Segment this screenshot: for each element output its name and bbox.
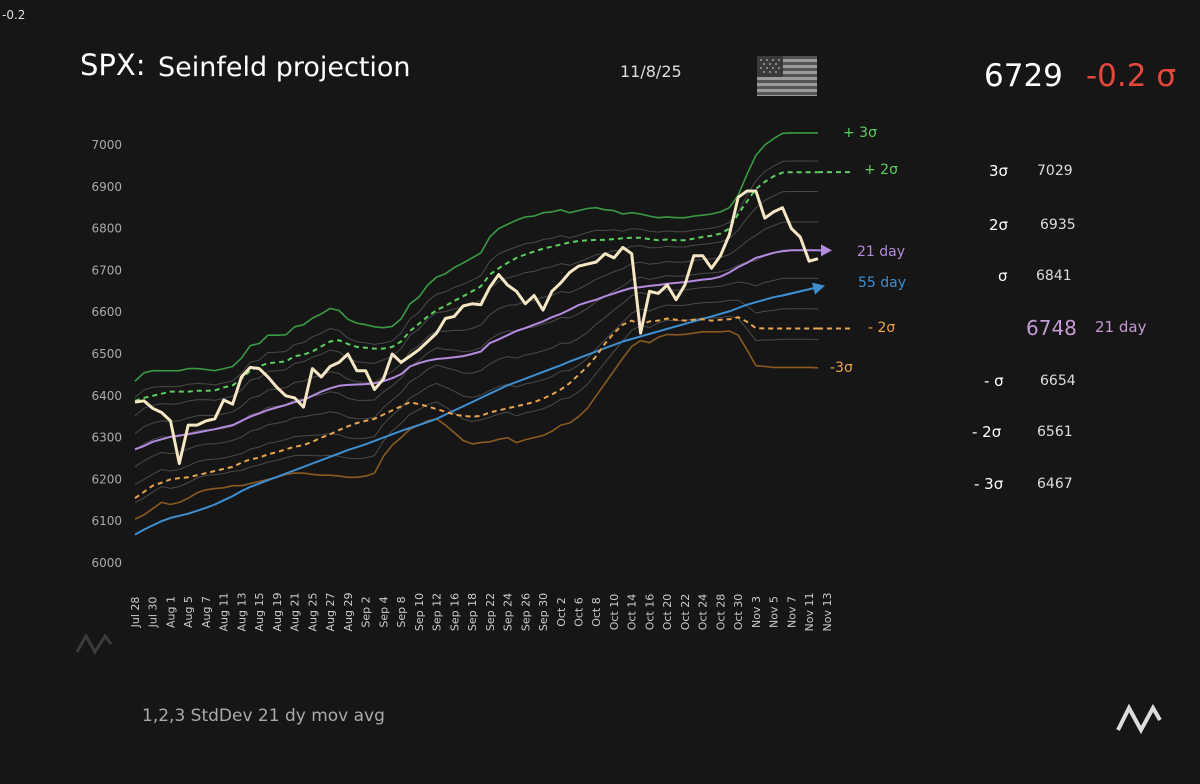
y-tick-label: 6000	[91, 556, 122, 570]
level-label-minus1: - σ	[984, 372, 1004, 390]
x-tick-label: Oct 10	[608, 594, 621, 631]
x-tick-label: Aug 25	[306, 593, 319, 632]
x-tick-label: Sep 8	[395, 596, 408, 627]
level-label-minus2: - 2σ	[972, 423, 1002, 441]
corner-sigma-value: -0.2	[2, 8, 26, 22]
x-tick-label: Sep 4	[377, 596, 390, 627]
ma21-line	[134, 249, 818, 451]
ma55-arrow-head	[812, 282, 825, 295]
x-tick-label: Oct 30	[732, 594, 745, 631]
x-tick-label: Oct 6	[573, 597, 586, 627]
y-tick-label: 7000	[91, 138, 122, 152]
price-line	[134, 189, 819, 465]
y-tick-label: 6900	[91, 180, 122, 194]
y-tick-label: 6300	[91, 431, 122, 445]
x-tick-label: Aug 1	[164, 596, 177, 628]
x-tick-label: Aug 7	[200, 596, 213, 628]
annotation-ma21: 21 day	[857, 244, 905, 260]
x-tick-label: Jul 30	[147, 597, 160, 629]
current-sigma: -0.2 σ	[1086, 58, 1176, 94]
inner-band-line	[134, 221, 819, 434]
annotation-minus3: -3σ	[830, 360, 853, 376]
x-tick-label: Sep 12	[431, 593, 444, 631]
level-value-minus2: 6561	[1037, 424, 1073, 440]
level-value-plus2: 6935	[1040, 217, 1076, 233]
inner-band-line	[134, 299, 819, 486]
current-ma-label: 21 day	[1095, 318, 1147, 336]
x-tick-label: Aug 19	[271, 593, 284, 632]
inner-band-line	[134, 277, 819, 468]
level-value-minus3: 6467	[1037, 476, 1073, 492]
level-label-plus2: 2σ	[989, 216, 1009, 234]
watermark-logo-icon	[75, 632, 113, 655]
annotation-ma55: 55 day	[858, 275, 906, 291]
x-tick-label: Aug 5	[182, 596, 195, 628]
x-tick-label: Oct 16	[643, 594, 656, 631]
x-tick-label: Sep 18	[466, 593, 479, 631]
plus2-sigma-line	[134, 171, 818, 402]
level-value-plus3: 7029	[1037, 163, 1073, 179]
x-tick-label: Oct 8	[590, 597, 603, 627]
x-tick-label: Oct 20	[661, 594, 674, 631]
minus3-sigma-line	[134, 330, 819, 520]
x-tick-label: Sep 2	[360, 596, 373, 627]
plus3-sigma-line	[134, 132, 818, 382]
x-tick-label: Sep 26	[519, 593, 532, 631]
chart-date: 11/8/25	[620, 62, 682, 81]
annotation-plus3: + 3σ	[843, 125, 877, 141]
level-label-plus1: σ	[998, 267, 1008, 285]
inner-band-line	[134, 249, 819, 451]
x-tick-label: Sep 22	[484, 593, 497, 631]
y-tick-label: 6400	[91, 389, 122, 403]
x-tick-label: Nov 7	[785, 596, 798, 628]
x-tick-label: Oct 28	[714, 594, 727, 631]
y-tick-label: 6500	[91, 347, 122, 361]
inner-band-line	[134, 191, 819, 417]
x-tick-label: Sep 24	[502, 593, 515, 631]
x-tick-label: Sep 16	[448, 593, 461, 631]
x-tick-label: Jul 28	[129, 597, 142, 629]
y-tick-label: 6200	[91, 472, 122, 486]
y-tick-label: 6800	[91, 222, 122, 236]
current-price: 6729	[984, 58, 1063, 94]
us-flag-icon	[757, 56, 817, 96]
x-tick-label: Oct 2	[555, 597, 568, 627]
x-tick-label: Aug 15	[253, 593, 266, 632]
x-tick-label: Nov 11	[803, 593, 816, 632]
x-tick-label: Aug 21	[289, 593, 302, 632]
level-label-minus3: - 3σ	[974, 475, 1004, 493]
ma21-arrow-head	[821, 244, 832, 257]
brand-logo-icon	[1116, 703, 1162, 734]
x-tick-label: Aug 11	[218, 593, 231, 632]
x-tick-label: Oct 22	[679, 594, 692, 631]
ma55-line	[134, 286, 819, 536]
annotation-minus2: - 2σ	[868, 320, 895, 336]
x-tick-label: Sep 10	[413, 593, 426, 631]
x-tick-label: Oct 24	[697, 594, 710, 631]
level-label-plus3: 3σ	[989, 162, 1009, 180]
x-tick-label: Oct 14	[626, 594, 639, 631]
chart-title: Seinfeld projection	[158, 52, 411, 83]
ticker-symbol: SPX:	[80, 48, 146, 82]
x-tick-label: Sep 30	[537, 593, 550, 631]
y-tick-label: 6700	[91, 263, 122, 277]
x-tick-label: Aug 27	[324, 593, 337, 632]
inner-band-line	[134, 160, 819, 399]
y-tick-label: 6100	[91, 514, 122, 528]
y-tick-label: 6600	[91, 305, 122, 319]
level-value-minus1: 6654	[1040, 373, 1076, 389]
footnote: 1,2,3 StdDev 21 dy mov avg	[142, 706, 385, 726]
minus2-sigma-line	[134, 316, 818, 500]
x-tick-label: Nov 13	[821, 593, 834, 632]
annotation-plus2: + 2σ	[864, 162, 898, 178]
x-tick-label: Nov 3	[750, 596, 763, 628]
ma55-arrow-shaft	[782, 286, 816, 297]
x-tick-label: Aug 29	[342, 593, 355, 632]
x-tick-label: Nov 5	[768, 596, 781, 628]
x-tick-label: Aug 13	[235, 593, 248, 632]
current-ma-value: 6748	[1026, 316, 1077, 340]
level-value-plus1: 6841	[1036, 268, 1072, 284]
